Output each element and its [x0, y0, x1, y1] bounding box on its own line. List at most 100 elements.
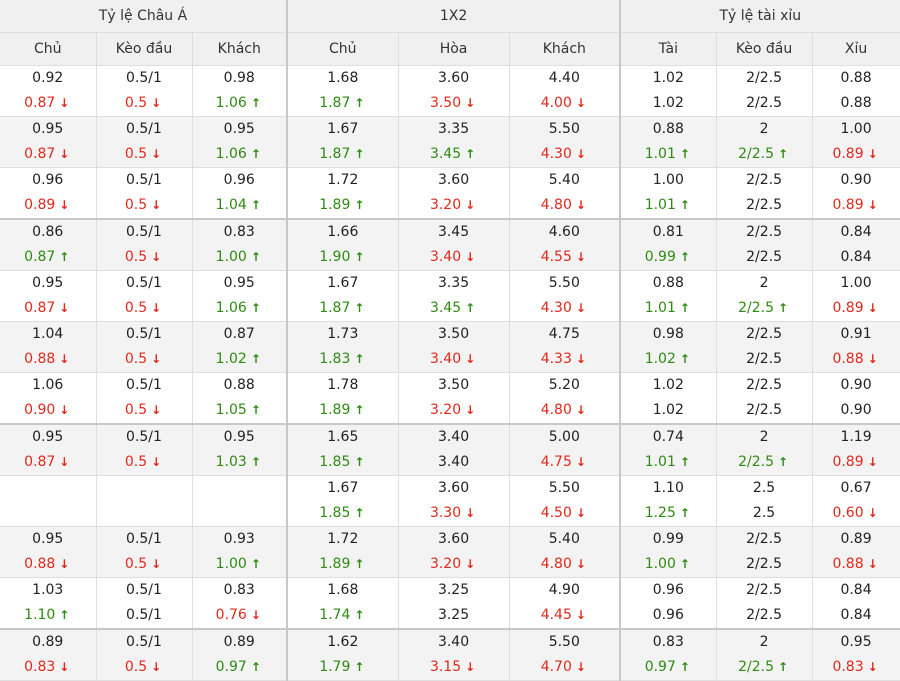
- current-odds: 1.87 ↑: [288, 296, 398, 321]
- arrow-up-icon: ↑: [250, 147, 261, 161]
- current-odds-value: 2.5: [752, 505, 776, 521]
- table-row: 0.95 0.88 ↓ 0.5/1 0.5 ↓ 0.93 1.00 ↑ 1.72 1.89 ↑ 3.60…: [0, 526, 900, 578]
- current-odds-value: 0.5: [124, 249, 148, 265]
- opening-odds: 2/2.5: [746, 582, 782, 598]
- opening-odds: 3.40: [437, 634, 470, 650]
- odds-cell-home: 1.66 1.90 ↑: [287, 218, 399, 271]
- odds-cell-under: 0.91 0.88 ↓: [812, 321, 900, 373]
- arrow-down-icon: ↓: [867, 352, 878, 366]
- arrow-down-icon: ↓: [867, 198, 878, 212]
- current-odds: 3.25: [399, 603, 509, 628]
- table-row: 1.04 0.88 ↓ 0.5/1 0.5 ↓ 0.87 1.02 ↑ 1.73 1.83 ↑ 3.50…: [0, 321, 900, 373]
- odds-cell-home: 1.73 1.83 ↑: [287, 321, 399, 373]
- arrow-up-icon: ↑: [465, 147, 476, 161]
- current-odds-value: 1.00: [644, 556, 676, 572]
- opening-odds: 1.68: [327, 70, 359, 86]
- current-odds: 1.83 ↑: [288, 347, 398, 372]
- odds-cell-draw: 3.25 3.25: [398, 577, 510, 630]
- opening-odds: 2.5: [752, 480, 776, 496]
- current-odds: 0.84: [813, 603, 900, 628]
- opening-odds: 1.02: [652, 70, 684, 86]
- arrow-down-icon: ↓: [59, 96, 70, 110]
- opening-odds: 0.5/1: [126, 275, 162, 291]
- odds-cell-draw: 3.60 3.50 ↓: [398, 65, 510, 117]
- odds-cell-over: 0.96 0.96: [620, 577, 717, 630]
- current-odds: 0.89 ↓: [0, 193, 96, 218]
- opening-odds: 3.60: [437, 172, 470, 188]
- arrow-down-icon: ↓: [575, 557, 586, 571]
- current-odds: 1.04 ↑: [193, 193, 287, 218]
- opening-odds: 1.06: [32, 377, 64, 393]
- odds-cell-total-line: 2.5 2.5: [716, 475, 813, 527]
- current-odds-value: 0.88: [840, 95, 872, 111]
- arrow-down-icon: ↓: [151, 557, 162, 571]
- arrow-down-icon: ↓: [465, 198, 476, 212]
- odds-cell-total-line: 2 2/2.5 ↑: [716, 628, 813, 681]
- current-odds-value: 1.02: [652, 95, 684, 111]
- arrow-down-icon: ↓: [575, 608, 586, 622]
- odds-body: 0.92 0.87 ↓ 0.5/1 0.5 ↓ 0.98 1.06 ↑ 1.68 1.87 ↑ 3.60…: [0, 65, 900, 681]
- current-odds: 1.89 ↑: [288, 193, 398, 218]
- odds-cell-handicap-line: 0.5/1 0.5 ↓: [96, 218, 193, 271]
- current-odds-value: 1.89: [319, 402, 351, 418]
- odds-cell-away: 5.50 4.30 ↓: [509, 270, 622, 322]
- opening-odds: 3.25: [437, 582, 470, 598]
- opening-odds: 1.00: [840, 121, 872, 137]
- opening-odds: 1.19: [840, 429, 872, 445]
- current-odds-value: 2/2.5: [746, 95, 782, 111]
- opening-odds: 0.93: [223, 531, 255, 547]
- arrow-up-icon: ↑: [679, 506, 690, 520]
- odds-cell-away: 5.00 4.75 ↓: [509, 423, 622, 476]
- opening-odds: 1.65: [327, 429, 359, 445]
- odds-cell-draw: 3.50 3.20 ↓: [398, 372, 510, 425]
- current-odds-value: 2/2.5: [746, 351, 782, 367]
- arrow-down-icon: ↓: [465, 250, 476, 264]
- current-odds: 1.02 ↑: [193, 347, 287, 372]
- arrow-down-icon: ↓: [575, 506, 586, 520]
- opening-odds: 0.91: [840, 326, 872, 342]
- arrow-down-icon: ↓: [867, 506, 878, 520]
- arrow-up-icon: ↑: [777, 147, 789, 161]
- opening-odds: 0.98: [652, 326, 684, 342]
- odds-cell-under: 0.88 0.88: [812, 65, 900, 117]
- current-odds-value: 1.85: [319, 505, 351, 521]
- opening-odds: 0.95: [840, 634, 872, 650]
- arrow-down-icon: ↓: [59, 352, 70, 366]
- opening-odds: 0.95: [223, 429, 255, 445]
- current-odds: 2/2.5: [717, 603, 812, 628]
- current-odds: 3.45 ↑: [399, 296, 509, 321]
- col-header-away: Khách: [192, 32, 289, 66]
- odds-cell-total-line: 2 2/2.5 ↑: [716, 270, 813, 322]
- current-odds-value: 0.88: [832, 351, 864, 367]
- current-odds: 3.15 ↓: [399, 655, 509, 680]
- opening-odds: 5.50: [548, 275, 580, 291]
- odds-cell-away: 5.50 4.50 ↓: [509, 475, 622, 527]
- odds-cell-draw: 3.45 3.40 ↓: [398, 218, 510, 271]
- current-odds-value: 1.02: [215, 351, 247, 367]
- opening-odds: 0.95: [32, 429, 64, 445]
- odds-cell-away: 0.95 1.03 ↑: [192, 423, 289, 476]
- odds-cell-under: 0.89 0.88 ↓: [812, 526, 900, 578]
- current-odds-value: 0.88: [24, 556, 56, 572]
- current-odds: 3.20 ↓: [399, 398, 509, 423]
- arrow-down-icon: ↓: [59, 660, 70, 674]
- opening-odds: 0.96: [652, 582, 684, 598]
- opening-odds: 0.90: [840, 377, 872, 393]
- current-odds-value: 3.50: [429, 95, 462, 111]
- arrow-up-icon: ↑: [250, 352, 261, 366]
- opening-odds: 1.00: [652, 172, 684, 188]
- current-odds: 0.87 ↓: [0, 450, 96, 475]
- current-odds-value: 0.5: [124, 556, 148, 572]
- current-odds: 1.87 ↑: [288, 142, 398, 167]
- odds-cell-handicap-line: 0.5/1 0.5 ↓: [96, 270, 193, 322]
- opening-odds: 2/2.5: [746, 224, 782, 240]
- current-odds-value: 1.02: [652, 402, 684, 418]
- table-row: 0.86 0.87 ↑ 0.5/1 0.5 ↓ 0.83 1.00 ↑ 1.66 1.90 ↑ 3.45…: [0, 218, 900, 271]
- arrow-down-icon: ↓: [151, 403, 162, 417]
- current-odds-value: 3.45: [429, 300, 462, 316]
- opening-odds: 0.90: [840, 172, 872, 188]
- odds-cell-handicap-line: 0.5/1 0.5 ↓: [96, 526, 193, 578]
- opening-odds: 5.40: [548, 172, 580, 188]
- current-odds-value: 2/2.5: [738, 300, 774, 316]
- odds-cell-home: 0.95 0.87 ↓: [0, 270, 97, 322]
